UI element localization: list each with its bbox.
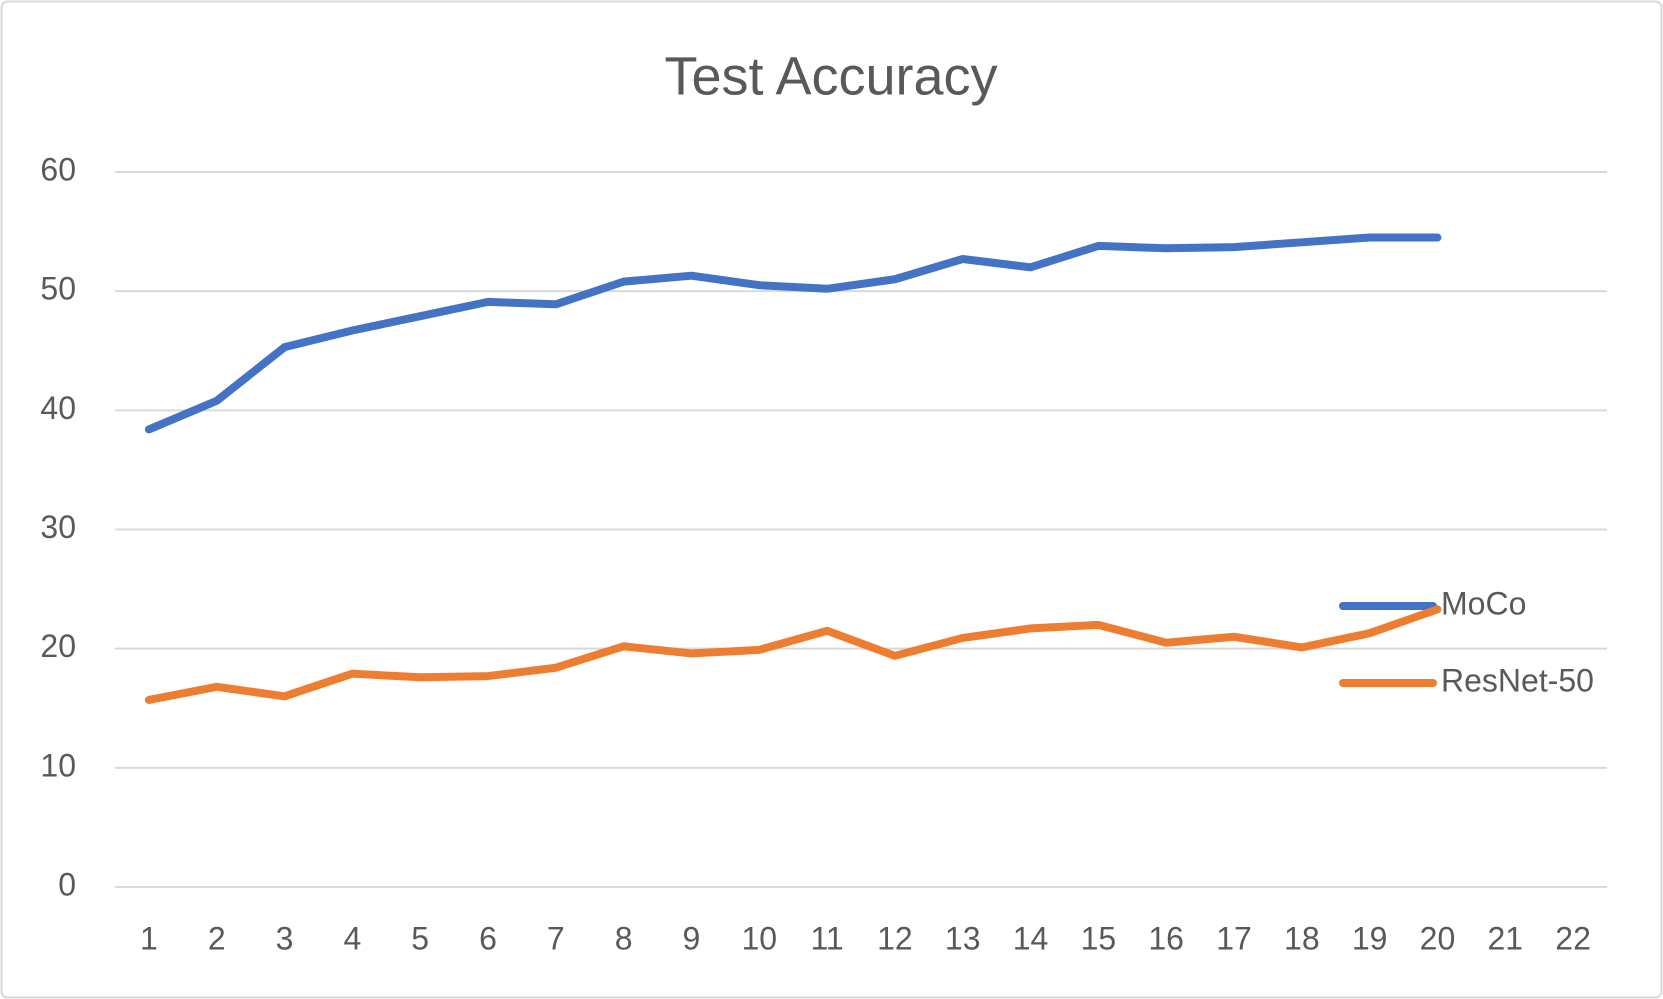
x-tick-label: 8 — [615, 920, 633, 956]
y-tick-label: 40 — [40, 390, 76, 426]
x-tick-label: 14 — [1013, 920, 1049, 956]
x-tick-label: 20 — [1420, 920, 1456, 956]
x-tick-label: 11 — [810, 920, 843, 956]
x-tick-label: 10 — [741, 920, 777, 956]
x-tick-label: 3 — [276, 920, 294, 956]
legend-label: ResNet-50 — [1441, 662, 1594, 698]
x-tick-label: 21 — [1487, 920, 1523, 956]
x-tick-label: 19 — [1352, 920, 1388, 956]
legend-label: MoCo — [1441, 585, 1526, 621]
x-tick-label: 5 — [411, 920, 429, 956]
x-tick-label: 13 — [945, 920, 981, 956]
chart-title: Test Accuracy — [664, 46, 997, 106]
y-tick-label: 20 — [40, 628, 76, 664]
x-tick-label: 18 — [1284, 920, 1320, 956]
x-tick-label: 12 — [877, 920, 913, 956]
x-tick-label: 22 — [1555, 920, 1591, 956]
x-tick-label: 7 — [547, 920, 565, 956]
x-tick-label: 2 — [208, 920, 226, 956]
x-tick-label: 6 — [479, 920, 497, 956]
y-tick-label: 0 — [58, 866, 76, 902]
x-tick-label: 1 — [140, 920, 158, 956]
series-line — [144, 233, 1442, 434]
y-tick-label: 60 — [40, 151, 76, 187]
x-tick-label: 15 — [1081, 920, 1117, 956]
x-tick-label: 9 — [683, 920, 701, 956]
x-tick-label: 16 — [1148, 920, 1184, 956]
x-tick-label: 4 — [343, 920, 361, 956]
x-tick-label: 17 — [1216, 920, 1252, 956]
y-tick-label: 30 — [40, 509, 76, 545]
y-tick-label: 10 — [40, 747, 76, 783]
series-line — [144, 605, 1442, 704]
y-tick-label: 50 — [40, 271, 76, 307]
